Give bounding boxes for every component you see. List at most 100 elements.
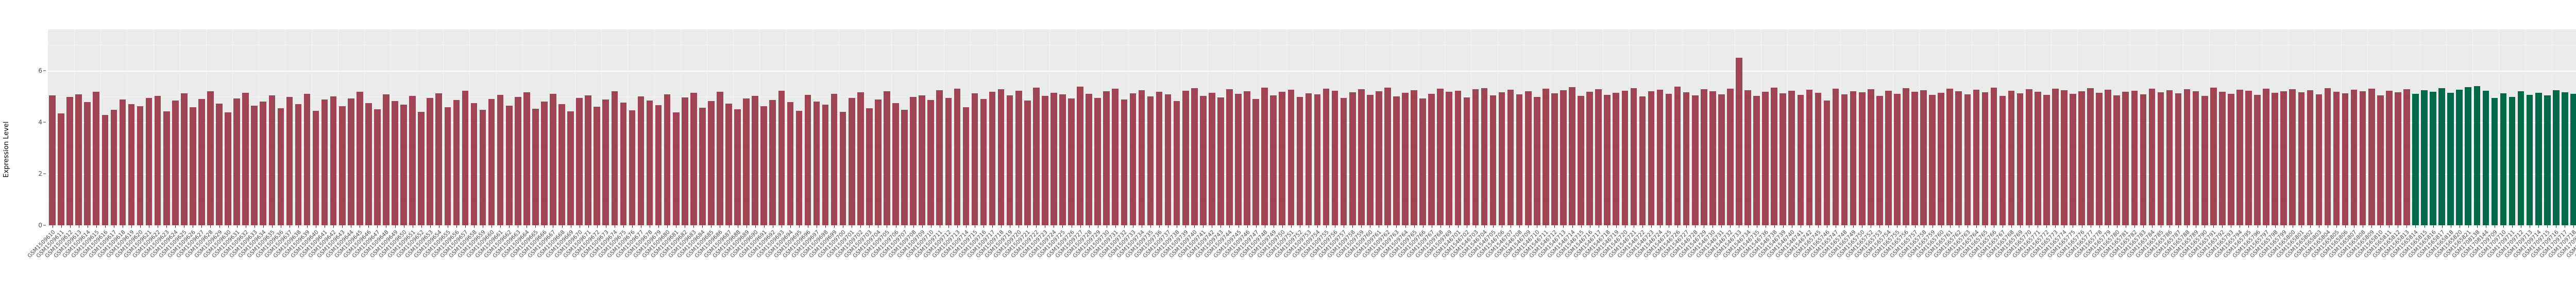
bar xyxy=(2070,94,2076,225)
bar xyxy=(629,110,636,225)
x-axis-tick-mark xyxy=(1616,225,1617,228)
bar xyxy=(1366,95,1374,225)
bar xyxy=(1024,100,1031,225)
y-axis: 0 2 4 6 xyxy=(0,0,48,299)
x-axis-tick-mark xyxy=(965,225,967,228)
gridline-minor-vertical xyxy=(2235,29,2236,225)
bar xyxy=(400,105,407,225)
x-axis-tick-mark xyxy=(544,225,545,228)
x-axis-tick-mark xyxy=(430,225,431,228)
bar xyxy=(1481,88,1488,225)
bar xyxy=(1946,89,1954,225)
x-axis-tick-mark xyxy=(1282,225,1283,228)
bar xyxy=(233,98,240,225)
bar xyxy=(1209,92,1215,225)
bar xyxy=(620,103,627,225)
bar xyxy=(2430,92,2436,225)
gridline-minor-vertical xyxy=(1629,29,1630,225)
x-axis-tick-mark xyxy=(1361,225,1362,228)
x-axis-tick-mark xyxy=(1853,225,1854,228)
bar xyxy=(717,92,723,225)
x-axis-tick-mark xyxy=(2371,225,2372,228)
bar xyxy=(769,100,776,225)
bar xyxy=(1867,89,1874,225)
bar xyxy=(251,105,258,225)
gridline-minor-vertical xyxy=(2314,29,2315,225)
bar xyxy=(2509,97,2516,225)
x-axis-tick-mark xyxy=(2503,225,2504,228)
bar xyxy=(2377,95,2384,225)
bar xyxy=(2395,92,2401,225)
gridline-minor-vertical xyxy=(1708,29,1709,225)
bar xyxy=(1964,94,1971,225)
bar xyxy=(1059,94,1066,225)
bar xyxy=(1674,87,1681,225)
bar xyxy=(708,101,715,225)
bar xyxy=(1182,91,1189,225)
gridline-major-horizontal xyxy=(48,122,2576,123)
bar xyxy=(180,93,188,225)
bar xyxy=(49,95,56,225)
bar xyxy=(760,106,768,225)
x-axis-tick-mark xyxy=(623,225,624,228)
x-axis-tick-mark xyxy=(1291,225,1292,228)
bar xyxy=(971,93,978,225)
x-axis-tick-mark xyxy=(957,225,958,228)
gridline-minor-vertical xyxy=(206,29,207,225)
bar xyxy=(1331,91,1338,225)
bar xyxy=(1217,97,1224,225)
x-axis-tick-mark xyxy=(1115,225,1116,228)
bar xyxy=(1411,90,1417,225)
gridline-minor-vertical xyxy=(1418,29,1419,225)
gridline-minor-vertical xyxy=(2050,29,2052,225)
bar xyxy=(462,91,469,225)
bar xyxy=(383,94,389,225)
x-axis-tick-mark xyxy=(693,225,694,228)
bar xyxy=(2517,91,2524,225)
x-axis-tick-mark xyxy=(2442,225,2443,228)
bar xyxy=(2544,95,2551,225)
gridline-minor-horizontal xyxy=(48,96,2576,97)
x-axis-tick-mark xyxy=(228,225,229,228)
bar xyxy=(514,97,521,225)
bar xyxy=(875,99,882,225)
bar xyxy=(2386,91,2393,225)
bar xyxy=(58,113,64,225)
bar xyxy=(945,97,952,225)
bar xyxy=(1103,91,1110,225)
bar xyxy=(2148,89,2156,225)
bar xyxy=(1691,95,1699,225)
bar xyxy=(453,100,460,225)
bar xyxy=(919,95,925,225)
bar xyxy=(1270,95,1277,225)
bar xyxy=(980,99,987,225)
x-axis-tick-mark xyxy=(2275,225,2276,228)
x-axis-tick-mark xyxy=(825,225,826,228)
bar xyxy=(2061,90,2067,225)
bar xyxy=(1560,90,1567,225)
bar xyxy=(1463,97,1470,225)
bar xyxy=(1068,98,1075,225)
bar xyxy=(1279,92,1286,225)
gridline-minor-vertical xyxy=(1682,29,1683,225)
bar xyxy=(505,106,513,225)
bar xyxy=(1621,91,1629,225)
bar xyxy=(752,96,758,225)
x-axis-tick-mark xyxy=(1695,225,1696,228)
bar xyxy=(2210,88,2217,225)
y-axis-tick-label: 0 xyxy=(38,222,42,229)
bar xyxy=(2087,88,2094,225)
bar xyxy=(1226,89,1233,225)
bar xyxy=(822,105,829,225)
bar xyxy=(172,100,179,225)
x-axis-tick-mark xyxy=(1774,225,1775,228)
x-axis-tick-mark xyxy=(2020,225,2021,228)
x-axis-tick-mark xyxy=(2151,225,2153,228)
bar xyxy=(470,103,478,225)
bar xyxy=(1235,94,1242,225)
x-axis-tick-mark xyxy=(175,225,176,228)
bar xyxy=(1033,87,1040,225)
x-axis-tick-mark xyxy=(1914,225,1916,228)
x-axis-tick-mark xyxy=(2468,225,2469,228)
x-axis-tick-mark xyxy=(1150,225,1151,228)
